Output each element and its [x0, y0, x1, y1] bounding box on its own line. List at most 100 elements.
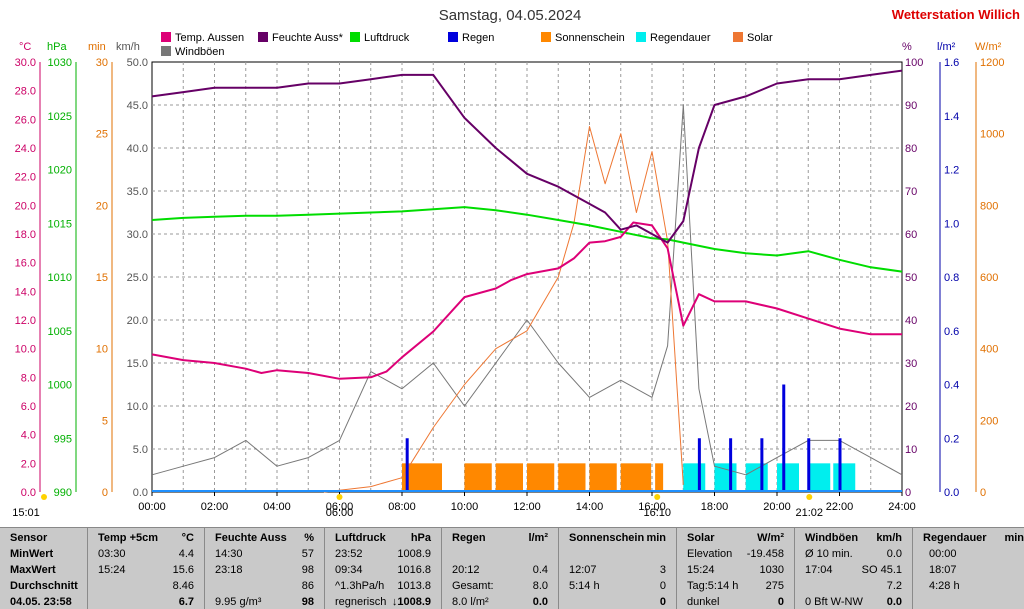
press-avg-left: ^1.3hPa/h — [335, 580, 385, 592]
temp-tick-7: 16.0 — [15, 258, 36, 270]
label-avg: Durchschnitt — [10, 580, 78, 592]
temp-tick-6: 18.0 — [15, 229, 36, 241]
col-rdur: Regendauer min 00:00 18:07 4:28 h — [913, 528, 1024, 609]
pct-tick-0: 100 — [905, 57, 923, 69]
temp-tick-8: 14.0 — [15, 286, 36, 298]
min-tick-3: 15 — [96, 272, 108, 284]
time-mark-1: 06:00 — [326, 507, 354, 519]
min-tick-0: 30 — [96, 57, 108, 69]
legend-swatch-4 — [541, 32, 551, 42]
kmh-tick-1: 45.0 — [127, 100, 148, 112]
wind-min-val: 0.0 — [886, 548, 902, 560]
legend-swatch-3 — [448, 32, 458, 42]
temp-axis-unit: °C — [19, 41, 31, 53]
sun-now: 0 — [659, 596, 666, 608]
sunshine-bar-6 — [620, 463, 652, 492]
solar-max-val: 1030 — [759, 564, 784, 576]
sunshine-bar-1 — [464, 463, 492, 492]
rdur-min-time: 00:00 — [929, 548, 957, 560]
col-rain: Regen l/m² 20:12 0.4 Gesamt: 8.0 8.0 l/m² 0.… — [442, 528, 559, 609]
press-max-val: 1016.8 — [397, 564, 431, 576]
col-solar: Solar W/m² Elevation -19.458 15:24 1030 Tag… — [677, 528, 795, 609]
solar-title: Solar — [687, 532, 715, 544]
sunshine-bar-5 — [589, 463, 617, 492]
wind-title: Windböen — [805, 532, 859, 544]
press-now: ↓1008.9 — [391, 596, 431, 608]
min-tick-1: 25 — [96, 129, 108, 141]
raindur-bar-1 — [714, 463, 737, 492]
solar-min-val: -19.458 — [746, 548, 784, 560]
rain-title: Regen — [452, 532, 486, 544]
wqm-tick-5: 200 — [980, 415, 998, 427]
temp-tick-1: 28.0 — [15, 86, 36, 98]
sunshine-bar-4 — [558, 463, 586, 492]
wqm-tick-1: 1000 — [980, 129, 1004, 141]
x-tick-0: 00:00 — [138, 501, 166, 513]
col-sun: Sonnenschein min 12:07 3 5:14 h 0 0 — [559, 528, 677, 609]
wind-now: 0.0 — [886, 596, 902, 608]
hum-title: Feuchte Auss — [215, 532, 287, 544]
kmh-tick-8: 10.0 — [127, 401, 148, 413]
rain-bar-6 — [838, 438, 842, 492]
label-min: MinWert — [10, 548, 54, 560]
rain-now-left: 8.0 l/m² — [452, 596, 489, 608]
hum-now: 98 — [301, 596, 314, 608]
temp-tick-3: 24.0 — [15, 143, 36, 155]
legend-swatch-0 — [161, 32, 171, 42]
kmh-tick-10: 0.0 — [133, 487, 148, 499]
lqm-tick-5: 0.6 — [944, 326, 959, 338]
hum-now-left: 9.95 g/m³ — [215, 596, 262, 608]
rain-bar-1 — [697, 438, 701, 492]
rain-bar-5 — [807, 438, 811, 492]
temp-avg: 8.46 — [172, 580, 194, 592]
lqm-tick-6: 0.4 — [944, 380, 959, 392]
wqm-tick-2: 800 — [980, 200, 998, 212]
stats-table: Sensor MinWert MaxWert Durchschnitt 04.0… — [0, 527, 1024, 609]
y-axes: 30.0 28.0 26.0 24.0 22.0 20.0 18.0 16.0 14.0 12.0… — [15, 57, 1005, 499]
legend-swatch-1 — [258, 32, 268, 42]
wind-min-left: Ø 10 min. — [805, 548, 853, 560]
kmh-tick-7: 15.0 — [127, 358, 148, 370]
weather-chart: Samstag, 04.05.2024 Wetterstation Willic… — [12, 7, 1020, 519]
rdur-title: Regendauer — [923, 532, 987, 544]
lqm-tick-2: 1.2 — [944, 165, 959, 177]
wind-max-time: 17:04 — [805, 564, 833, 576]
temp-tick-13: 4.0 — [21, 430, 36, 442]
legend-label-4: Sonnenschein — [555, 32, 625, 44]
press-tick-7: 995 — [54, 433, 72, 445]
pct-tick-9: 10 — [905, 444, 917, 456]
press-max-time: 09:34 — [335, 564, 363, 576]
temp-min-val: 4.4 — [178, 548, 194, 560]
min-axis-unit: min — [88, 41, 106, 53]
col-sensor: Sensor MinWert MaxWert Durchschnitt 04.0… — [0, 528, 88, 609]
temp-title: Temp +5cm — [98, 532, 159, 544]
col-wind: Windböen km/h Ø 10 min. 0.0 17:04 SO 45.1 7… — [795, 528, 913, 609]
legend-label-3: Regen — [462, 32, 494, 44]
press-title: Luftdruck — [335, 532, 386, 544]
press-min-time: 23:52 — [335, 548, 363, 560]
wind-avg: 7.2 — [886, 580, 902, 592]
temp-max-time: 15:24 — [98, 564, 126, 576]
temp-tick-12: 6.0 — [21, 401, 36, 413]
kmh-axis-unit: km/h — [116, 41, 140, 53]
press-min-val: 1008.9 — [397, 548, 431, 560]
x-tick-8: 16:00 — [638, 501, 666, 513]
x-tick-11: 22:00 — [826, 501, 854, 513]
pct-tick-3: 70 — [905, 186, 917, 198]
wind-unit: km/h — [876, 532, 902, 544]
rdur-unit: min — [1004, 532, 1024, 544]
legend-label-0: Temp. Aussen — [175, 32, 244, 44]
sun-mark-icon-1 — [336, 494, 343, 500]
series-windboeen — [151, 104, 903, 476]
legend-swatch-7 — [161, 46, 171, 56]
pct-tick-7: 30 — [905, 358, 917, 370]
press-tick-2: 1020 — [48, 165, 72, 177]
x-tick-1: 02:00 — [201, 501, 229, 513]
kmh-tick-0: 50.0 — [127, 57, 148, 69]
hum-min-time: 14:30 — [215, 548, 243, 560]
pct-axis-unit: % — [902, 41, 912, 53]
hum-unit: % — [304, 532, 314, 544]
series-temp — [151, 221, 902, 380]
kmh-tick-9: 5.0 — [133, 444, 148, 456]
temp-max-val: 15.6 — [172, 564, 194, 576]
